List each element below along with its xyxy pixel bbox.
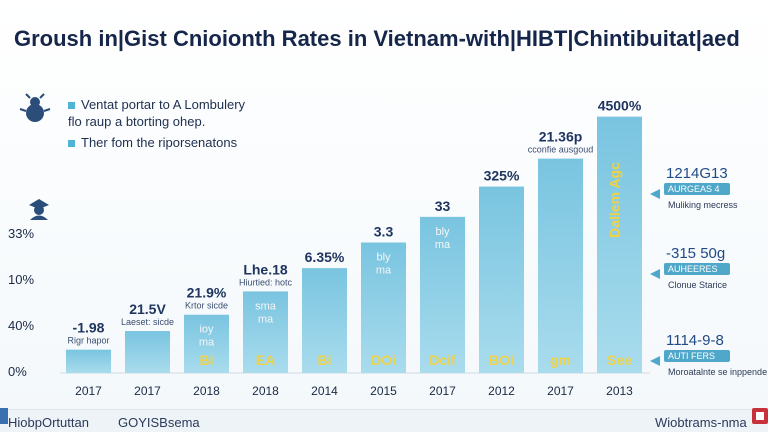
bar-0 bbox=[66, 349, 111, 373]
bar-sub-label-3: Hiurtied: hotc bbox=[239, 277, 293, 287]
bar-sub-label-8: cconfie ausgoud bbox=[528, 145, 594, 155]
bar-sub-label-2: Krtor sicde bbox=[185, 301, 228, 311]
annotation-value-0: 1214G13 bbox=[666, 165, 728, 182]
annotation-badge-1: AUHEERES bbox=[668, 264, 718, 274]
x-tick-4: 2014 bbox=[311, 384, 338, 398]
bar-inner-top-6-1: ma bbox=[435, 239, 451, 251]
bar-inner-bottom-5: DOi bbox=[371, 352, 396, 368]
bar-value-label-3: Lhe.18 bbox=[243, 261, 288, 277]
bar-inner-top-3-0: sma bbox=[255, 300, 277, 312]
annotation-caption-0: Muliking mecress bbox=[668, 200, 738, 210]
bar-7 bbox=[479, 186, 524, 373]
annotation-badge-0: AURGEAS 4 bbox=[668, 184, 720, 194]
bar-5 bbox=[361, 242, 406, 373]
bar-inner-bottom-7: BOi bbox=[489, 352, 514, 368]
bar-inner-top-3-1: ma bbox=[258, 313, 274, 325]
x-tick-5: 2015 bbox=[370, 384, 397, 398]
bar-9 bbox=[597, 116, 642, 374]
x-tick-6: 2017 bbox=[429, 384, 456, 398]
footer-middle: GOYISBsema bbox=[118, 415, 200, 430]
note-1: Ventat portar to A Lombulery bbox=[68, 97, 245, 112]
annotation-badge-bg-0 bbox=[664, 183, 730, 195]
annotation-caption-1: Clonue Starice bbox=[668, 280, 727, 290]
badge-icon bbox=[0, 408, 10, 429]
person-icon bbox=[26, 196, 52, 225]
arrow-left-icon-0 bbox=[650, 189, 660, 199]
y-tick-10: 10% bbox=[8, 272, 35, 287]
bar-inner-top-2-1: ma bbox=[199, 337, 215, 349]
annotation-value-2: 1114-9-8 bbox=[666, 332, 724, 349]
footer-left: HiobpOrtuttan bbox=[8, 415, 89, 430]
bar-value-label-1: 21.5V bbox=[129, 301, 166, 317]
bar-8 bbox=[538, 158, 583, 373]
bar-inner-top-5-0: bly bbox=[376, 251, 391, 263]
bar-inner-bottom-9: See bbox=[607, 352, 632, 368]
annotation-badge-2: AUTI FERS bbox=[668, 351, 715, 361]
bar-1 bbox=[125, 331, 170, 373]
bar-value-label-6: 33 bbox=[435, 198, 451, 214]
bar-sub-label-0: Rigr hapor bbox=[67, 336, 109, 346]
annotation-caption-2: Moroatalnte se inppende bbox=[668, 367, 767, 377]
bar-3 bbox=[243, 291, 288, 373]
bar-value-label-7: 325% bbox=[484, 168, 520, 184]
annotation-badge-bg-2 bbox=[664, 350, 730, 362]
bar-inner-bottom-2: Bi bbox=[200, 352, 214, 368]
y-tick-0: 0% bbox=[8, 364, 27, 379]
bar-value-label-9: 4500% bbox=[598, 98, 642, 114]
bar-6 bbox=[420, 216, 465, 373]
bar-inner-top-2-0: ioy bbox=[199, 324, 214, 336]
bar-inner-bottom-6: Dcif bbox=[429, 352, 456, 368]
bar-inner-bottom-3: EA bbox=[256, 352, 275, 368]
bar-value-label-2: 21.9% bbox=[187, 285, 227, 301]
arrow-left-icon-1 bbox=[650, 269, 660, 279]
bar-4 bbox=[302, 268, 347, 373]
bar-inner-bottom-8: gm bbox=[550, 352, 571, 368]
annotation-value-1: -315 50g bbox=[666, 245, 725, 262]
bar-inner-bottom-4: Bi bbox=[318, 352, 332, 368]
footer-badge-icon bbox=[752, 408, 768, 429]
bar-value-label-8: 21.36p bbox=[539, 129, 583, 145]
y-tick-33: 33% bbox=[8, 226, 35, 241]
bar-2 bbox=[184, 314, 229, 373]
bar-sub-label-1: Laeset: sicde bbox=[121, 317, 174, 327]
note-3: Ther fom the riporsenatons bbox=[68, 135, 237, 150]
x-tick-8: 2017 bbox=[547, 384, 574, 398]
bug-icon bbox=[18, 93, 52, 132]
x-tick-0: 2017 bbox=[75, 384, 102, 398]
x-tick-2: 2018 bbox=[193, 384, 220, 398]
annotation-badge-bg-1 bbox=[664, 263, 730, 275]
bar-inner-top-5-1: ma bbox=[376, 264, 392, 276]
bar-inner-top-6-0: bly bbox=[435, 226, 450, 238]
x-tick-9: 2013 bbox=[606, 384, 633, 398]
bar-value-label-5: 3.3 bbox=[374, 223, 394, 239]
arrow-left-icon-2 bbox=[650, 356, 660, 366]
x-tick-7: 2012 bbox=[488, 384, 515, 398]
x-tick-1: 2017 bbox=[134, 384, 161, 398]
note-2: flo raup a btorting ohep. bbox=[68, 114, 206, 129]
bar-value-label-4: 6.35% bbox=[305, 249, 345, 265]
bar-inner-vertical: Dallem Agc bbox=[607, 162, 623, 238]
chart-title: Groush in|Gist Cnioionth Rates in Vietna… bbox=[14, 26, 740, 51]
x-tick-3: 2018 bbox=[252, 384, 279, 398]
y-tick-40: 40% bbox=[8, 318, 35, 333]
bar-value-label-0: -1.98 bbox=[73, 320, 105, 336]
footer-bar bbox=[0, 409, 768, 432]
footer-right: Wiobtrams-nma bbox=[655, 415, 747, 430]
